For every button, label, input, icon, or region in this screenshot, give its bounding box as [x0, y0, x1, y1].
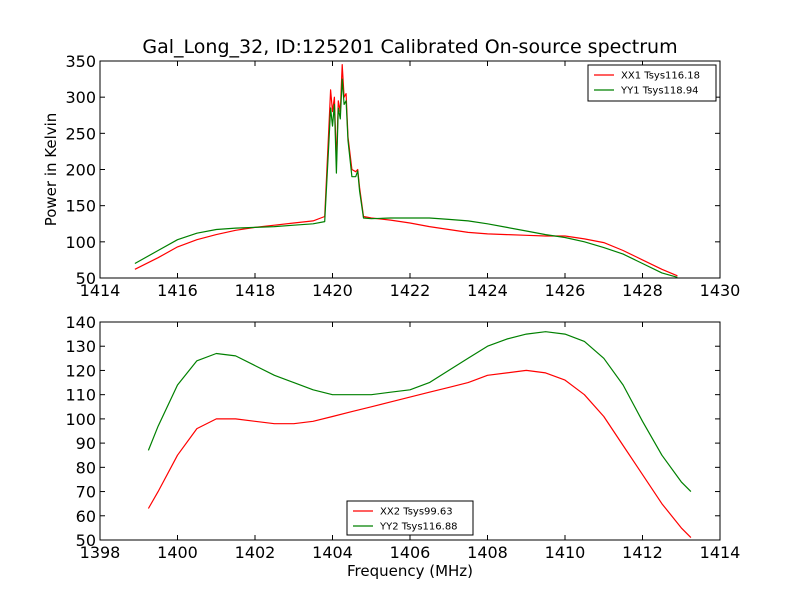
x-tick-label: 1430: [700, 281, 741, 300]
x-tick-label: 1406: [390, 543, 431, 562]
legend: XX1 Tsys116.18 YY1 Tsys118.94: [587, 64, 717, 102]
x-tick-label: 1418: [235, 281, 276, 300]
y-tick-label: 120: [65, 361, 96, 380]
x-tick-label: 1426: [545, 281, 586, 300]
x-tick-label: 1404: [312, 543, 353, 562]
legend-entry: YY2 Tsys116.88: [379, 522, 458, 533]
x-tick-label: 1414: [80, 281, 121, 300]
x-tick-label: 1402: [235, 543, 276, 562]
y-tick-label: 100: [65, 410, 96, 429]
x-tick-label: 1416: [157, 281, 198, 300]
legend-entry: YY1 Tsys118.94: [620, 86, 699, 97]
x-tick-label: 1420: [312, 281, 353, 300]
y-tick-label: 100: [65, 233, 96, 252]
x-tick-label: 1400: [157, 543, 198, 562]
y-tick-label: 70: [76, 483, 96, 502]
legend-entry: XX1 Tsys116.18: [621, 71, 700, 82]
chart-1: 1414 1416 1418 1420 1422 1424 1426 1428 1430 50 10…: [42, 52, 740, 300]
y-tick-label: 150: [65, 197, 96, 216]
x-tick-label: 1398: [80, 543, 121, 562]
x-tick-label: 1412: [622, 543, 663, 562]
legend-entry: XX2 Tsys99.63: [380, 507, 453, 518]
x-tick-label: 1424: [467, 281, 508, 300]
x-tick-label: 1422: [390, 281, 431, 300]
x-tick-label: 1408: [467, 543, 508, 562]
y-tick-label: 50: [76, 531, 96, 550]
series-line-yy: [134, 78, 678, 278]
y-tick-label: 50: [76, 269, 96, 288]
y-tick-label: 60: [76, 507, 96, 526]
y-tick-label: 90: [76, 434, 96, 453]
y-tick-label: 80: [76, 458, 96, 477]
x-tick-label: 1410: [545, 543, 586, 562]
y-tick-label: 350: [65, 52, 96, 71]
x-tick-label: 1428: [622, 281, 663, 300]
chart-2: 1398 1400 1402 1404 1406 1408 1410 1412 1414 50 60…: [65, 313, 740, 580]
y-tick-label: 130: [65, 337, 96, 356]
legend-box: [346, 500, 474, 536]
x-axis-label: Frequency (MHz): [347, 562, 473, 580]
y-tick-label: 110: [65, 386, 96, 405]
y-axis-label: Power in Kelvin: [42, 113, 60, 227]
figure-title: Gal_Long_32, ID:125201 Calibrated On-sou…: [142, 36, 677, 58]
y-tick-label: 250: [65, 124, 96, 143]
y-tick-label: 300: [65, 88, 96, 107]
series-line-yy: [147, 331, 692, 493]
legend-box: [587, 64, 717, 102]
series-line-xx: [147, 369, 692, 539]
y-tick-label: 200: [65, 161, 96, 180]
legend: XX2 Tsys99.63 YY2 Tsys116.88: [346, 500, 474, 536]
y-tick-label: 140: [65, 313, 96, 332]
x-tick-label: 1414: [700, 543, 741, 562]
